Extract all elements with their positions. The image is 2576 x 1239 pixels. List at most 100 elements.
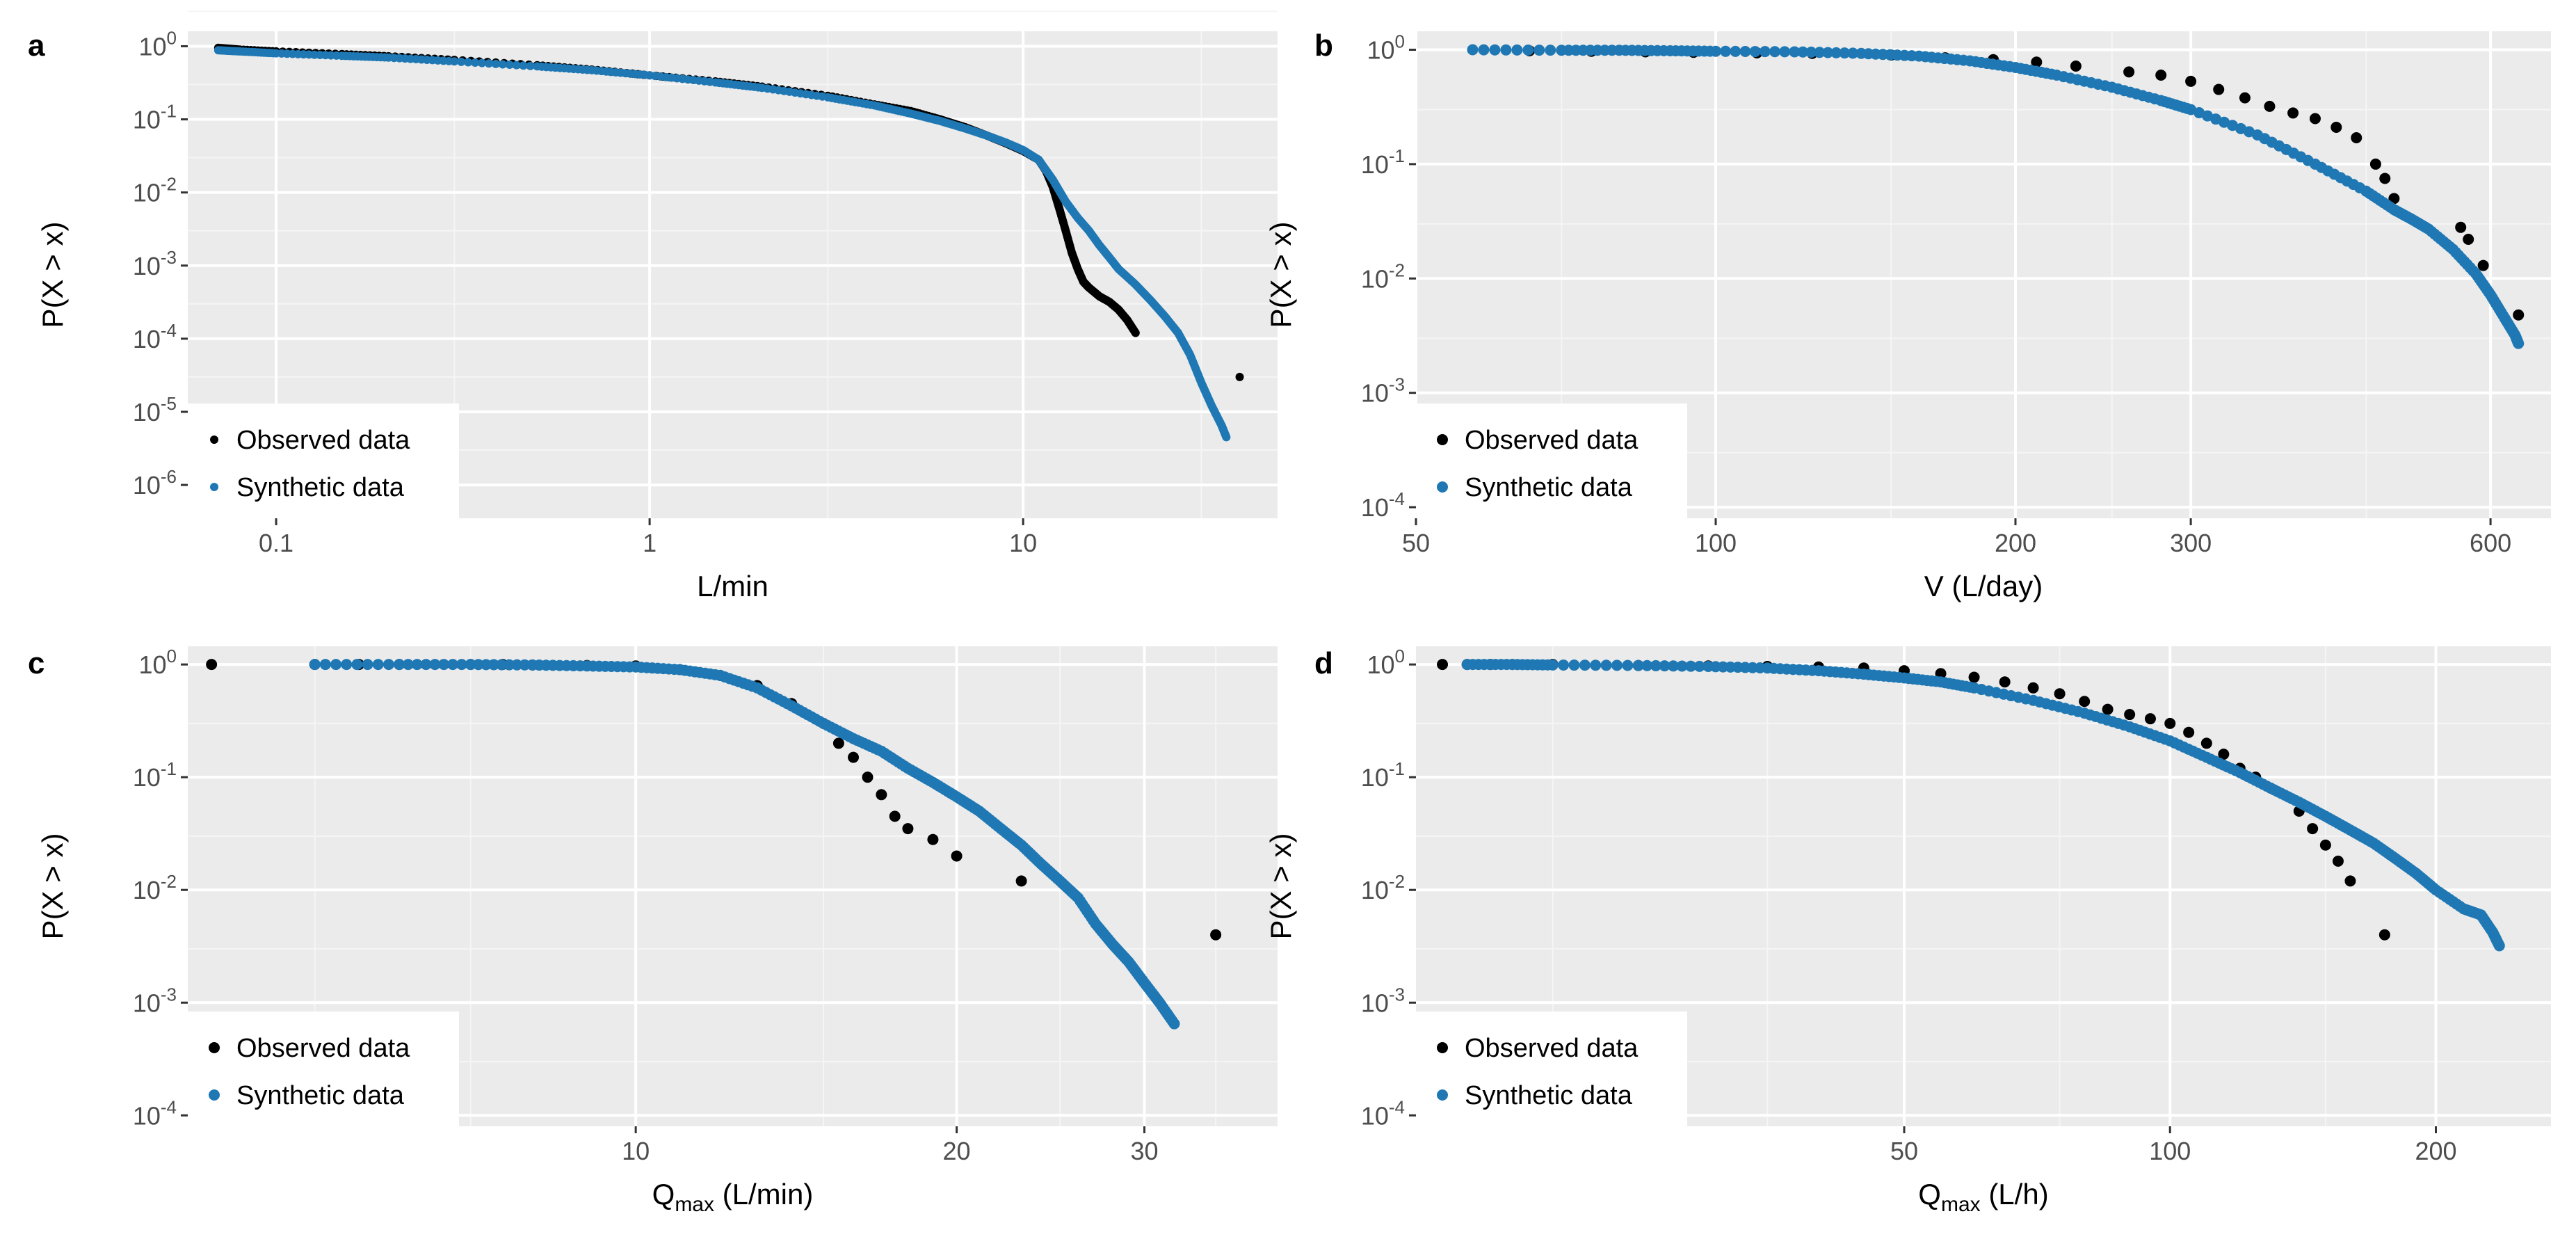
data-point [832, 737, 844, 749]
data-point [2307, 823, 2319, 835]
x-axis-title: Qmax (L/min) [652, 1178, 814, 1216]
y-tick-exponent: -4 [161, 320, 177, 341]
data-point [496, 659, 508, 671]
data-point [2200, 737, 2212, 749]
x-tick-label: 30 [1130, 1137, 1158, 1165]
y-tick-label: 10-1 [1361, 758, 1405, 792]
y-tick-label: 10-3 [133, 984, 177, 1017]
data-point [2455, 221, 2467, 233]
x-tick-label: 10 [1009, 529, 1037, 557]
y-tick-base: 10 [1361, 379, 1389, 408]
y-tick-exponent: -3 [161, 247, 177, 268]
data-point [330, 659, 342, 671]
data-point [951, 850, 963, 862]
x-axis-title-tail: (L/h) [1981, 1178, 2049, 1210]
y-tick-label: 10-4 [133, 320, 177, 353]
data-point [2213, 83, 2225, 95]
data-point [372, 659, 384, 671]
panel-label-b: b [1314, 29, 1333, 63]
data-point [1968, 671, 1980, 683]
data-point [1545, 45, 1556, 56]
data-point [1805, 47, 1817, 58]
data-point [420, 659, 432, 671]
y-tick-label: 10-2 [1361, 871, 1405, 904]
data-point [362, 659, 373, 671]
data-point [1779, 46, 1791, 58]
x-axis-title-main: Q [1918, 1178, 1941, 1210]
x-tick-label: 20 [943, 1137, 971, 1165]
data-point [1131, 328, 1140, 337]
y-tick-label: 10-4 [133, 1096, 177, 1130]
legend-background [1416, 1012, 1687, 1126]
data-point [2388, 193, 2400, 205]
y-tick-label: 100 [138, 646, 177, 679]
data-point [498, 60, 507, 69]
y-tick-exponent: 0 [167, 646, 177, 666]
data-point [1632, 660, 1644, 671]
data-point [1650, 660, 1661, 671]
x-axis-title: L/min [697, 570, 768, 602]
legend-key-observed [209, 1042, 220, 1053]
legend: Observed data Synthetic data [188, 403, 459, 518]
data-point [2513, 337, 2525, 349]
x-axis-title-main: L/min [697, 570, 768, 602]
x-tick-label: 50 [1890, 1137, 1918, 1165]
x-tick-label: 200 [1995, 529, 2036, 557]
legend: Observed data Synthetic data [1416, 403, 1687, 518]
data-point [471, 58, 480, 67]
data-point [2155, 69, 2167, 81]
series-synthetic [1467, 44, 2525, 349]
y-tick-label: 10-3 [1361, 374, 1405, 408]
data-point [505, 61, 514, 70]
y-tick-exponent: -6 [161, 466, 177, 487]
data-point [1797, 46, 1809, 58]
legend-key-observed [1437, 1042, 1448, 1053]
data-point [457, 57, 466, 66]
y-tick-label: 10-4 [1361, 488, 1405, 522]
y-axis-title: P(X > x) [36, 222, 69, 328]
data-point [2054, 688, 2066, 700]
data-point [1693, 660, 1705, 672]
data-point [1533, 45, 1545, 56]
legend-label: Observed data [1465, 1034, 1639, 1063]
data-point [1568, 660, 1580, 671]
panel-label-a: a [28, 29, 45, 63]
y-tick-base: 10 [133, 325, 161, 353]
data-point [1847, 47, 1859, 59]
y-tick-exponent: 0 [167, 27, 177, 48]
data-point [309, 659, 321, 671]
y-tick-label: 100 [1367, 31, 1405, 65]
legend-key-synthetic [1437, 481, 1448, 493]
y-tick-label: 10-1 [1361, 145, 1405, 179]
data-point [927, 833, 939, 845]
data-point [1830, 47, 1842, 58]
panel-a: a0.1 1 1010010-110-210-310-410-510-6L/minP… [28, 10, 1278, 602]
y-tick-base: 10 [1361, 989, 1389, 1017]
data-point [1467, 44, 1479, 56]
legend-label: Synthetic data [236, 473, 405, 502]
data-point [1720, 45, 1732, 57]
x-tick-label: 200 [2415, 1137, 2456, 1165]
x-tick-label: 0.1 [259, 529, 293, 557]
y-tick-base: 10 [133, 252, 161, 280]
x-axis-title-sub: max [1941, 1193, 1981, 1216]
data-point [889, 810, 901, 822]
y-tick-base: 10 [1361, 763, 1389, 792]
data-point [1730, 45, 1741, 57]
legend-background [188, 403, 459, 518]
data-point [2319, 839, 2331, 851]
data-point [411, 659, 423, 671]
data-point [512, 61, 521, 70]
legend: Observed data Synthetic data [188, 1012, 459, 1126]
data-point [519, 61, 528, 70]
data-point [1168, 1018, 1180, 1030]
y-tick-label: 100 [138, 27, 177, 61]
y-tick-label: 10-6 [133, 466, 177, 499]
y-tick-base: 10 [133, 398, 161, 426]
y-axis-title: P(X > x) [36, 833, 69, 940]
data-point [1709, 45, 1721, 57]
series-synthetic [214, 46, 1231, 442]
data-point [1814, 47, 1826, 58]
